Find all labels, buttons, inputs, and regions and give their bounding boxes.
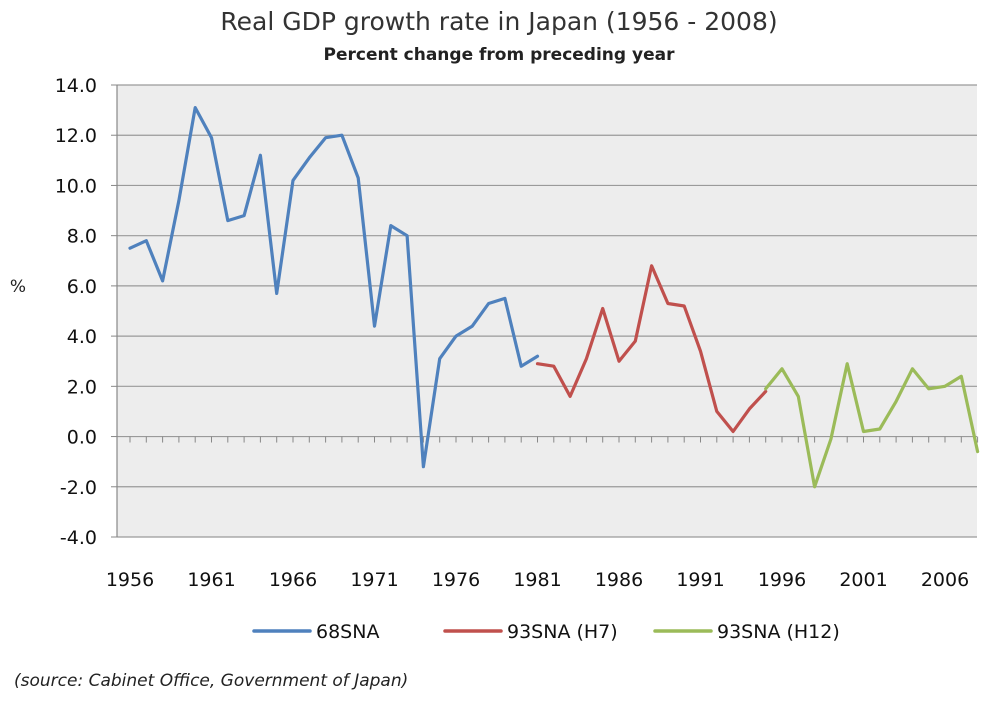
legend: 68SNA 93SNA (H7) 93SNA (H12) (252, 621, 840, 643)
y-tick-label: -2.0 (60, 477, 97, 499)
y-tick-label: 6.0 (67, 276, 97, 298)
y-tick-label: 4.0 (67, 326, 97, 348)
x-tick-labels: 1956 1961 1966 1971 1976 1981 1986 1991 1996 2001… (106, 569, 969, 591)
y-tick-label: 0.0 (67, 427, 97, 449)
x-tick-label: 1966 (269, 569, 317, 591)
series-line (764, 362, 980, 489)
x-tick-label: 1996 (758, 569, 806, 591)
chart-subtitle: Percent change from preceding year (324, 45, 676, 65)
series-line (128, 105, 540, 469)
y-tick-label: -4.0 (60, 527, 97, 549)
y-tick-label: 2.0 (67, 376, 97, 398)
x-tick-label: 1956 (106, 569, 154, 591)
gridlines (117, 84, 977, 538)
x-tick-label: 1991 (676, 569, 724, 591)
x-tick-label: 1986 (595, 569, 643, 591)
y-tick-label: 12.0 (55, 125, 97, 147)
x-tick-label: 2001 (839, 569, 887, 591)
legend-label: 68SNA (316, 621, 379, 643)
x-tick-label: 1976 (432, 569, 480, 591)
x-tick-label: 1971 (350, 569, 398, 591)
y-tick-label: 14.0 (55, 75, 97, 97)
y-tick-label: 10.0 (55, 175, 97, 197)
x-tick-label: 2006 (921, 569, 969, 591)
legend-label: 93SNA (H7) (507, 621, 618, 643)
y-tick-labels: 14.0 12.0 10.0 8.0 6.0 4.0 2.0 0.0 -2.0 -4.0 (55, 75, 97, 549)
plot-area (117, 85, 977, 537)
legend-label: 93SNA (H12) (717, 621, 840, 643)
x-tick-label: 1961 (187, 569, 235, 591)
series-line (535, 264, 768, 434)
chart-title: Real GDP growth rate in Japan (1956 - 20… (220, 7, 777, 36)
axes (111, 84, 979, 538)
source-note: (source: Cabinet Office, Government of J… (14, 671, 408, 691)
y-tick-label: 8.0 (67, 226, 97, 248)
series-lines (128, 105, 980, 489)
y-axis-label: % (10, 277, 26, 297)
x-tick-label: 1981 (513, 569, 561, 591)
